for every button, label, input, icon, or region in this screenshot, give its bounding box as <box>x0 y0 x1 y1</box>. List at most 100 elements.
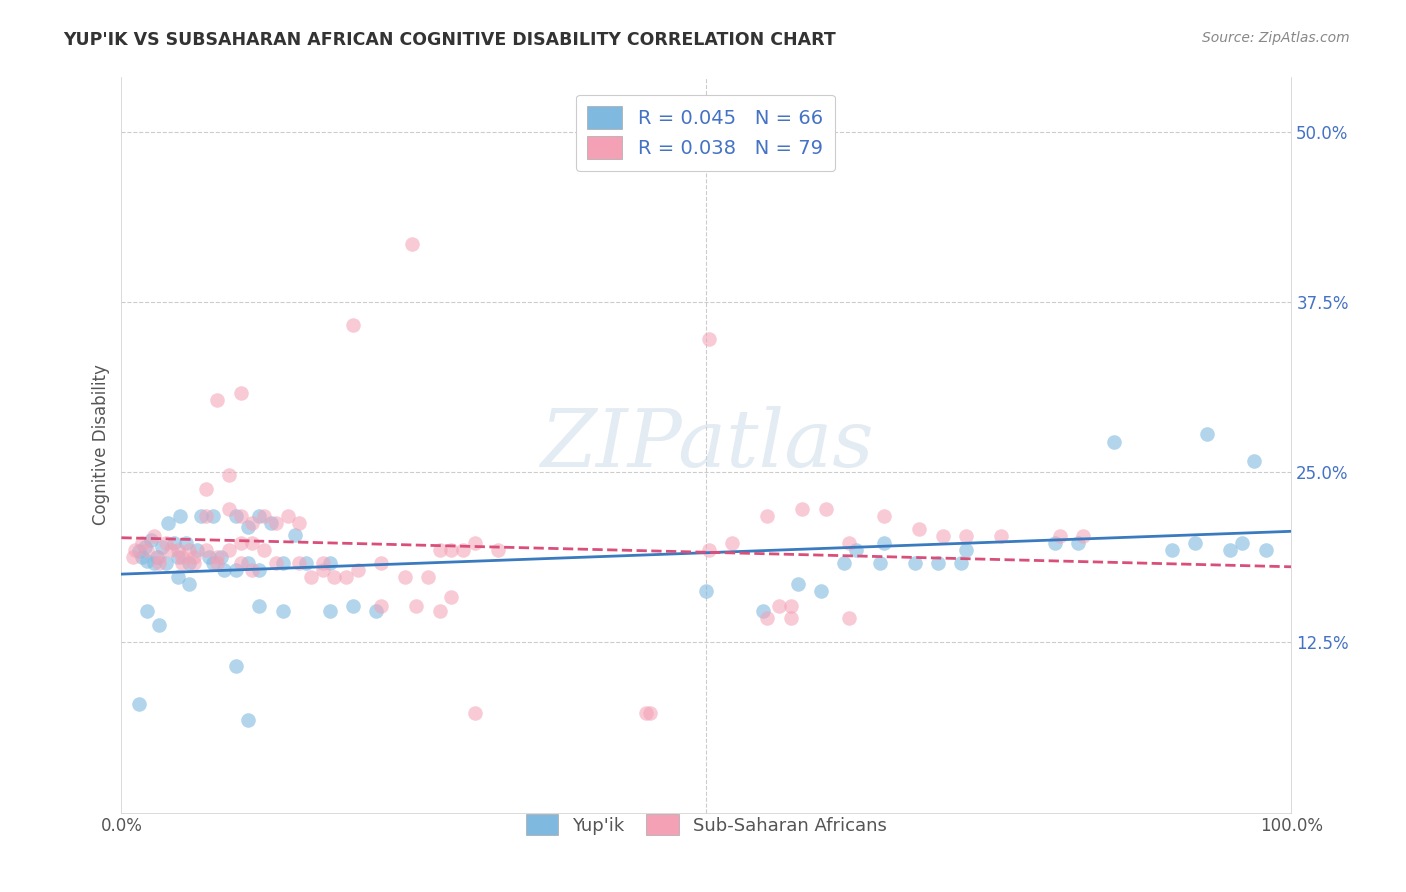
Point <box>145 549 167 564</box>
Point <box>190 508 212 523</box>
Point <box>845 542 868 557</box>
Point <box>225 563 247 577</box>
Point <box>143 557 166 571</box>
Point <box>148 557 170 571</box>
Point <box>751 604 773 618</box>
Point <box>1067 536 1090 550</box>
Point <box>198 549 221 564</box>
Point <box>779 611 801 625</box>
Point <box>814 502 837 516</box>
Point <box>229 536 252 550</box>
Point <box>236 519 259 533</box>
Point <box>207 557 229 571</box>
Point <box>838 611 860 625</box>
Point <box>183 557 205 571</box>
Point <box>207 393 229 408</box>
Point <box>346 563 368 577</box>
Point <box>139 533 162 548</box>
Point <box>249 599 271 613</box>
Point <box>779 599 801 613</box>
Point <box>634 706 657 721</box>
Point <box>136 554 159 568</box>
Point <box>218 467 240 482</box>
Legend: Yup'ik, Sub-Saharan Africans: Yup'ik, Sub-Saharan Africans <box>516 805 896 844</box>
Point <box>229 386 252 401</box>
Point <box>288 516 311 530</box>
Point <box>249 508 271 523</box>
Point <box>721 536 744 550</box>
Point <box>166 542 188 557</box>
Point <box>311 563 333 577</box>
Point <box>311 557 333 571</box>
Point <box>810 583 832 598</box>
Point <box>931 529 953 543</box>
Point <box>955 542 977 557</box>
Point <box>207 549 229 564</box>
Point <box>1197 427 1219 442</box>
Point <box>218 542 240 557</box>
Point <box>697 542 720 557</box>
Point <box>464 706 486 721</box>
Point <box>1102 435 1125 450</box>
Point <box>264 516 287 530</box>
Point <box>201 508 224 523</box>
Point <box>166 570 188 584</box>
Point <box>218 502 240 516</box>
Point <box>695 583 717 598</box>
Point <box>236 713 259 727</box>
Point <box>136 542 159 557</box>
Point <box>277 508 299 523</box>
Point <box>249 563 271 577</box>
Point <box>194 542 217 557</box>
Point <box>172 557 194 571</box>
Point <box>159 542 181 557</box>
Point <box>318 557 340 571</box>
Point <box>295 557 318 571</box>
Point <box>1184 536 1206 550</box>
Point <box>194 508 217 523</box>
Point <box>229 557 252 571</box>
Point <box>155 557 177 571</box>
Point <box>271 604 294 618</box>
Point <box>214 563 236 577</box>
Point <box>464 536 486 550</box>
Point <box>873 536 896 550</box>
Point <box>124 542 146 557</box>
Point <box>264 557 287 571</box>
Point <box>451 542 474 557</box>
Point <box>229 508 252 523</box>
Point <box>440 591 463 605</box>
Point <box>950 557 973 571</box>
Point <box>128 544 150 558</box>
Text: Source: ZipAtlas.com: Source: ZipAtlas.com <box>1202 31 1350 45</box>
Point <box>143 529 166 543</box>
Point <box>179 557 201 571</box>
Text: YUP'IK VS SUBSAHARAN AFRICAN COGNITIVE DISABILITY CORRELATION CHART: YUP'IK VS SUBSAHARAN AFRICAN COGNITIVE D… <box>63 31 837 49</box>
Point <box>186 542 208 557</box>
Point <box>394 570 416 584</box>
Point <box>416 570 439 584</box>
Point <box>242 516 264 530</box>
Point <box>225 658 247 673</box>
Point <box>148 617 170 632</box>
Point <box>134 540 156 554</box>
Point <box>179 542 201 557</box>
Point <box>366 604 388 618</box>
Point <box>128 697 150 711</box>
Point <box>253 508 276 523</box>
Point <box>155 536 177 550</box>
Point <box>174 536 197 550</box>
Point <box>1071 529 1094 543</box>
Point <box>1254 542 1277 557</box>
Point <box>440 542 463 557</box>
Point <box>756 611 779 625</box>
Point <box>150 540 173 554</box>
Y-axis label: Cognitive Disability: Cognitive Disability <box>93 365 110 525</box>
Point <box>253 542 276 557</box>
Point <box>166 549 188 564</box>
Point <box>697 332 720 346</box>
Point <box>179 577 201 591</box>
Point <box>169 508 191 523</box>
Point <box>834 557 856 571</box>
Point <box>873 508 896 523</box>
